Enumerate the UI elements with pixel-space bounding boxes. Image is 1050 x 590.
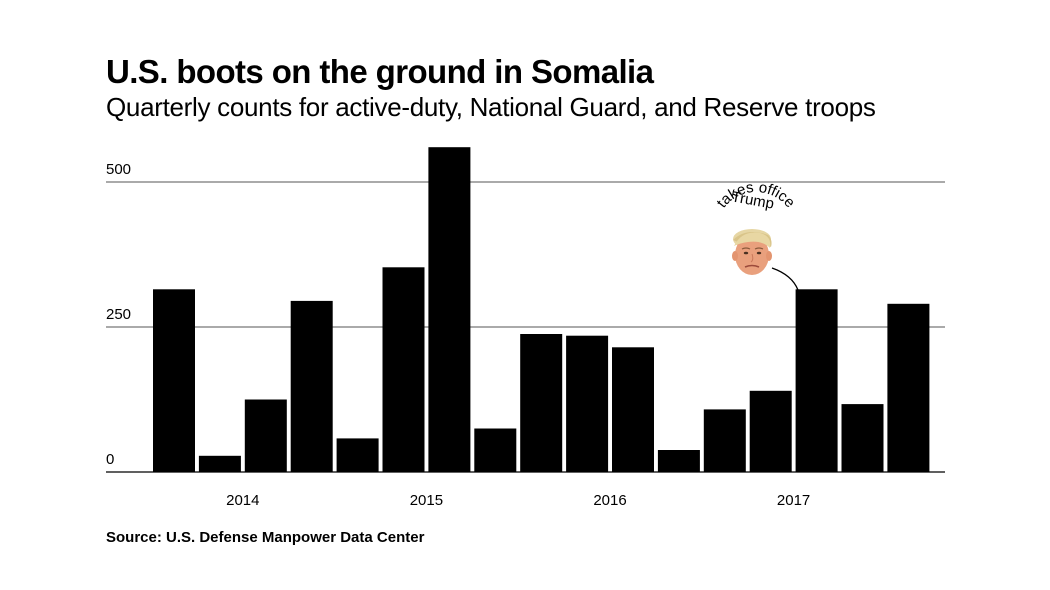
y-tick-label: 0 [106, 451, 114, 468]
bar [153, 289, 195, 472]
bar [887, 303, 930, 472]
y-tick-label: 250 [106, 306, 131, 323]
x-tick-labels: 2014 2015 2016 2017 [226, 492, 810, 509]
y-tick-labels: 0 250 500 [106, 161, 131, 468]
bars [153, 147, 930, 472]
bar [290, 300, 333, 472]
x-tick-label: 2017 [777, 492, 810, 509]
bar [749, 390, 792, 472]
bar [382, 267, 425, 472]
chart-subtitle: Quarterly counts for active-duty, Nation… [106, 92, 876, 122]
bar [657, 450, 700, 472]
source-note: Source: U.S. Defense Manpower Data Cente… [106, 529, 425, 546]
bar [474, 428, 517, 472]
bar [198, 455, 241, 472]
bar [612, 347, 654, 472]
bar [520, 334, 563, 472]
annotation-leader-line [771, 267, 799, 291]
x-tick-label: 2015 [410, 492, 443, 509]
chart-title: U.S. boots on the ground in Somalia [106, 53, 654, 90]
bar [795, 289, 838, 472]
annotation: Trump takes office [713, 179, 799, 291]
bar [428, 147, 471, 472]
bar [244, 399, 287, 472]
y-tick-label: 500 [106, 161, 131, 178]
x-tick-label: 2016 [593, 492, 626, 509]
x-tick-label: 2014 [226, 492, 259, 509]
bar [566, 335, 609, 472]
bar [336, 438, 379, 472]
trump-portrait-icon [732, 229, 772, 280]
bar [841, 404, 884, 472]
bar [703, 409, 746, 472]
